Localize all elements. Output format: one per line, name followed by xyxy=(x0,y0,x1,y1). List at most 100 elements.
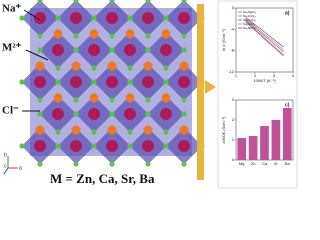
na-ion xyxy=(71,125,81,135)
axis-arrow xyxy=(3,167,9,175)
m-ion xyxy=(52,44,64,56)
na-ion xyxy=(125,93,135,103)
y-tick-label: -4 xyxy=(230,26,234,31)
cl-ion xyxy=(127,129,133,135)
m-ion xyxy=(106,12,118,24)
cl-ion xyxy=(73,161,79,167)
cl-ion xyxy=(163,143,169,149)
m-ion xyxy=(178,12,190,24)
cl-ion xyxy=(181,161,187,167)
formula: M = Zn, Ca, Sr, Ba xyxy=(50,171,155,186)
y-tick-label: 1 xyxy=(232,137,235,142)
arrow xyxy=(205,80,216,94)
cl-ion xyxy=(109,111,115,117)
cl-ion xyxy=(163,65,169,71)
axis-label: b xyxy=(4,152,7,158)
cl-ion xyxy=(181,47,187,53)
na-ion xyxy=(89,93,99,103)
cl-ion xyxy=(145,97,151,103)
m-ion xyxy=(160,108,172,120)
m-ion xyxy=(106,76,118,88)
cl-ion xyxy=(145,111,151,117)
cl-ion xyxy=(109,0,115,3)
cl-ion xyxy=(37,97,43,103)
y-tick-label: -8 xyxy=(230,48,234,53)
m-ion xyxy=(106,140,118,152)
pointer xyxy=(25,49,49,61)
cl-ion xyxy=(37,47,43,53)
bar xyxy=(260,126,269,160)
cl-ion xyxy=(109,47,115,53)
na-ion xyxy=(53,29,63,39)
cl-ion xyxy=(163,79,169,85)
m-ion xyxy=(178,140,190,152)
cl-ion xyxy=(37,0,43,3)
y-tick-label: 0 xyxy=(232,157,235,162)
cl-ion xyxy=(91,79,97,85)
cl-ion xyxy=(127,143,133,149)
line xyxy=(245,19,284,53)
cl-ion xyxy=(127,15,133,21)
legend-label: Na₂ZnCl₄ xyxy=(243,14,256,18)
m-ion xyxy=(88,44,100,56)
axis-label: c xyxy=(4,163,7,169)
na-ion xyxy=(125,29,135,39)
line xyxy=(245,21,284,57)
cl-ion xyxy=(145,161,151,167)
legend-label: Na₂MgCl₄ xyxy=(243,10,257,14)
m-ion xyxy=(34,12,46,24)
m-ion xyxy=(142,12,154,24)
x-tick-label: 1 xyxy=(235,73,238,78)
divider xyxy=(197,4,204,180)
cl-ion xyxy=(145,33,151,39)
y-axis-label: σ300K (Scm⁻¹) xyxy=(221,116,226,144)
plot-frame xyxy=(235,7,294,73)
cl-ion xyxy=(181,111,187,117)
page: Na⁺ M²⁺ Cl⁻ M = Zn, Ca, Sr, Ba b c a 1 2 3… xyxy=(2,0,298,189)
x-tick-label: Sr xyxy=(274,161,279,166)
cl-ion xyxy=(55,143,61,149)
na-ion xyxy=(143,125,153,135)
m-ion xyxy=(124,108,136,120)
cl-ion xyxy=(19,143,25,149)
cl-ion xyxy=(73,33,79,39)
m-ion xyxy=(70,12,82,24)
legend-label: Na₂CaCl₄ xyxy=(243,18,257,22)
x-tick-label: 2 xyxy=(254,73,257,78)
cl-ion xyxy=(109,97,115,103)
x-tick-label: 4 xyxy=(292,73,295,78)
axis-label: a xyxy=(19,165,22,171)
bar xyxy=(282,108,292,160)
cl-ion xyxy=(163,15,169,21)
cl-ion xyxy=(181,97,187,103)
cl-ion xyxy=(55,65,61,71)
cl-ion xyxy=(37,111,43,117)
na-ion xyxy=(71,61,81,71)
line xyxy=(245,20,284,56)
bar xyxy=(248,136,258,160)
cl-ion xyxy=(181,33,187,39)
na-ion xyxy=(107,61,117,71)
pointer xyxy=(23,9,41,21)
cl-ion xyxy=(37,161,43,167)
na-ion xyxy=(161,29,171,39)
y-tick-label: -12 xyxy=(228,69,235,74)
label: Cl⁻ xyxy=(2,105,19,117)
cl-ion xyxy=(73,97,79,103)
cl-ion xyxy=(91,143,97,149)
x-tick-label: Ba xyxy=(285,161,291,166)
bar xyxy=(237,138,247,160)
m-ion xyxy=(178,76,190,88)
cl-ion xyxy=(73,0,79,3)
x-axis-label: 1000/T (K⁻¹) xyxy=(253,78,276,83)
na-ion xyxy=(89,29,99,39)
y-tick-label: 3 xyxy=(232,97,235,102)
label: Na⁺ xyxy=(2,3,21,15)
na-ion xyxy=(107,125,117,135)
m-ion xyxy=(142,76,154,88)
m-ion xyxy=(34,76,46,88)
y-axis-label: ln σ (Scm⁻¹) xyxy=(221,28,226,51)
annotation: c) xyxy=(285,102,290,108)
legend-label: Na₂BaCl₄ xyxy=(243,26,257,30)
na-ion xyxy=(179,125,189,135)
